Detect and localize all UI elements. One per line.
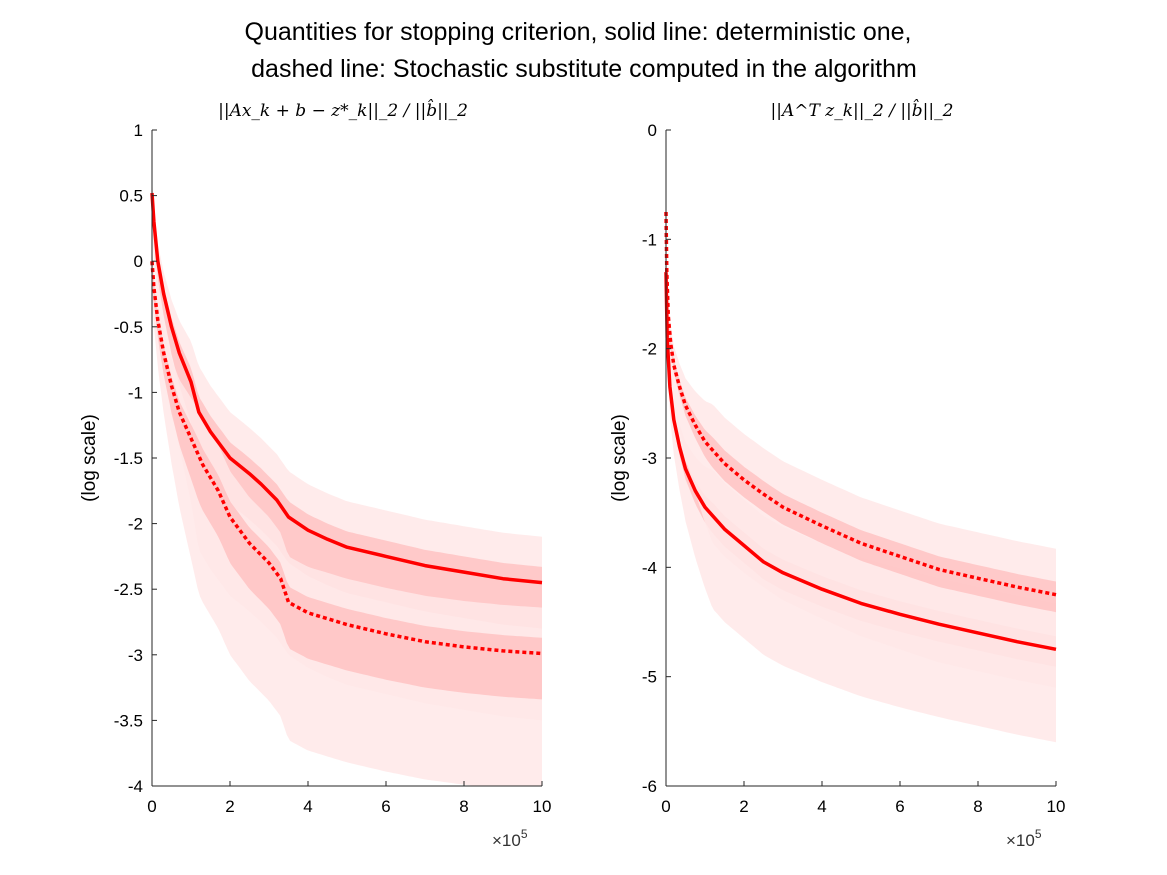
x-tick-label: 8	[973, 797, 982, 816]
y-tick-label: -3	[642, 449, 657, 468]
y-tick-label: 1	[134, 121, 143, 140]
x-exponent-label: ×105	[492, 827, 528, 850]
right-chart-title: ||A^T z_k||_2 / ||b̂||_2	[771, 99, 954, 121]
dashed-series-line	[150, 261, 543, 656]
x-tick-label: 2	[225, 797, 234, 816]
right-chart-lines	[664, 211, 1057, 652]
x-tick-label: 6	[895, 797, 904, 816]
y-tick-label: -2.5	[114, 580, 143, 599]
x-tick-label: 0	[661, 797, 670, 816]
y-tick-label: -1.5	[114, 449, 143, 468]
figure-title-line2: dashed line: Stochastic substitute compu…	[251, 55, 917, 83]
left-chart-axes: 10.50-0.5-1-1.5-2-2.5-3-3.5-40 2 4 6 8 10×105	[114, 121, 552, 850]
inner-band-1	[152, 256, 542, 700]
y-tick-label: 0	[134, 252, 143, 271]
y-tick-label: -4	[642, 558, 657, 577]
solid-series-line	[664, 272, 1057, 652]
x-exponent-label: ×105	[1006, 827, 1042, 850]
left-chart-bands	[152, 179, 542, 786]
dashed-series-line	[664, 211, 1057, 597]
y-tick-label: -2	[642, 340, 657, 359]
x-tick-label: 0	[147, 797, 156, 816]
y-tick-label: -6	[642, 777, 657, 796]
x-tick-label: 8	[459, 797, 468, 816]
x-tick-label: 10	[533, 797, 552, 816]
left-chart: ||Ax_k + b − z*_k||_2 / ||b̂||_2 1 0.5 0 -0…	[79, 99, 551, 850]
y-tick-label: -0.5	[114, 318, 143, 337]
x-tick-label: 4	[303, 797, 312, 816]
y-tick-label: -3	[128, 646, 143, 665]
x-tick-label: 10	[1047, 797, 1066, 816]
left-chart-lines	[150, 192, 543, 656]
solid-series-line	[150, 192, 543, 585]
y-tick-label: 0	[648, 121, 657, 140]
left-chart-title: ||Ax_k + b − z*_k||_2 / ||b̂||_2	[218, 99, 468, 121]
x-tick-label: 4	[817, 797, 826, 816]
y-tick-label: -2	[128, 515, 143, 534]
right-chart-ylabel: (log scale)	[609, 414, 630, 502]
y-tick-label: -1	[642, 230, 657, 249]
y-tick-label: 0.5	[119, 187, 143, 206]
right-chart-axes: 0-1-2-3-4-5-60 2 4 6 8 10×105	[642, 121, 1066, 850]
x-tick-label: 6	[381, 797, 390, 816]
y-tick-label: -3.5	[114, 711, 143, 730]
left-chart-ylabel: (log scale)	[79, 414, 100, 502]
y-tick-label: -1	[128, 383, 143, 402]
right-chart-bands	[666, 198, 1056, 743]
inner-band-1	[666, 208, 1056, 613]
y-tick-label: -4	[128, 777, 143, 796]
x-tick-label: 2	[739, 797, 748, 816]
y-tick-label: -5	[642, 668, 657, 687]
right-chart: ||A^T z_k||_2 / ||b̂||_2 0-1-2-3-4-5-60 2…	[609, 99, 1065, 850]
figure-title-line1: Quantities for stopping criterion, solid…	[245, 18, 912, 46]
